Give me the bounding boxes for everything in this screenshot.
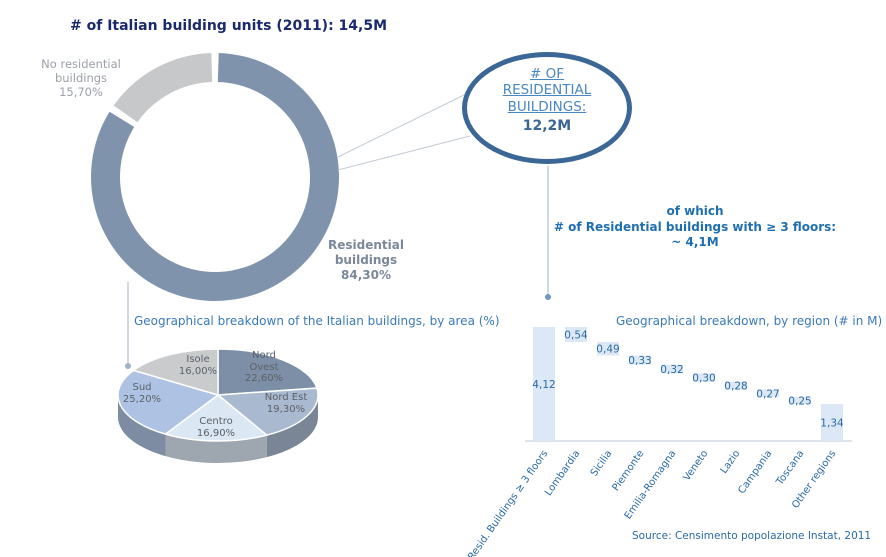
bar-chart-title: Geographical breakdown, by region (# in …	[616, 314, 883, 328]
pie-label-centro-text: Centro 16,90%	[196, 416, 236, 439]
bar-3	[629, 355, 651, 365]
pie-label-isole-text: Isole 16,00%	[178, 354, 218, 377]
bar-6	[725, 381, 747, 390]
bar-value-label-5: 0,30	[692, 373, 715, 385]
bar-0	[533, 327, 555, 441]
of-which-note: of which # of Residential buildings with…	[553, 204, 837, 250]
bar-value-label-4: 0,32	[660, 364, 683, 376]
pie-label-centro: Centro 16,90%	[186, 416, 246, 439]
pie-slice-centro	[163, 394, 269, 442]
donut-label-no-residential: No residential buildings 15,70%	[41, 57, 121, 99]
callout-to-bar-dot	[545, 294, 551, 300]
bar-category-label-2: Sicilia	[589, 448, 615, 478]
pie-side-centro	[165, 434, 267, 464]
bar-category-label-7: Campania	[736, 448, 774, 496]
pie-label-nord-ovest: Nord Ovest 22,60%	[236, 350, 292, 385]
pie-label-sud-text: Sud 25,20%	[122, 382, 162, 405]
donut-to-pie-dot	[125, 363, 131, 369]
residential-callout-value: 12,2M	[522, 118, 572, 134]
pie-label-nord-ovest-text: Nord Ovest 22,60%	[244, 350, 284, 384]
connector-line-lower	[337, 135, 471, 171]
residential-callout-title: # OF RESIDENTIAL BUILDINGS:	[502, 66, 592, 115]
bar-1	[565, 327, 587, 342]
residential-callout-circle	[462, 52, 632, 164]
bar-value-label-2: 0,49	[596, 344, 619, 356]
pie-label-isole: Isole 16,00%	[170, 354, 226, 377]
bar-category-label-5: Veneto	[682, 448, 711, 483]
source-note: Source: Censimento popolazione Instat, 2…	[632, 530, 872, 542]
bar-5	[693, 373, 715, 382]
pie-slice-nord-ovest	[217, 348, 318, 396]
bar-value-label-7: 0,27	[756, 388, 779, 400]
pie-slice-isole	[131, 348, 219, 397]
pie-label-nord-est: Nord Est 19,30%	[256, 392, 316, 415]
bar-category-label-0: Resid. Buildings ≥ 3 floors	[466, 448, 550, 557]
pie-slice-nord-est	[216, 387, 319, 436]
pie-slice-sud	[117, 369, 220, 435]
pie-label-sud: Sud 25,20%	[112, 382, 172, 405]
bar-2	[597, 341, 619, 356]
bar-value-label-6: 0,28	[724, 381, 747, 393]
donut-segment-no-residential	[113, 53, 213, 123]
bar-value-label-0: 4,12	[532, 379, 555, 391]
main-title: # of Italian building units (2011): 14,5…	[70, 18, 388, 34]
bar-category-label-3: Piemonte	[610, 448, 646, 493]
bar-7	[757, 389, 779, 398]
pie-chart-title: Geographical breakdown of the Italian bu…	[134, 314, 500, 328]
connector-line-upper	[337, 93, 467, 158]
bar-9	[821, 403, 843, 441]
donut-label-residential: Residential buildings 84,30%	[328, 238, 404, 282]
bar-value-label-8: 0,25	[788, 395, 811, 407]
bar-category-label-8: Toscana	[774, 448, 806, 488]
bar-value-label-9: 1,34	[820, 417, 844, 429]
pie-label-nord-est-text: Nord Est 19,30%	[264, 392, 308, 415]
bar-value-label-1: 0,54	[564, 329, 588, 341]
bar-4	[661, 364, 683, 374]
bar-category-label-6: Lazio	[719, 448, 743, 475]
bar-value-label-3: 0,33	[628, 355, 651, 367]
bar-8	[789, 397, 811, 404]
